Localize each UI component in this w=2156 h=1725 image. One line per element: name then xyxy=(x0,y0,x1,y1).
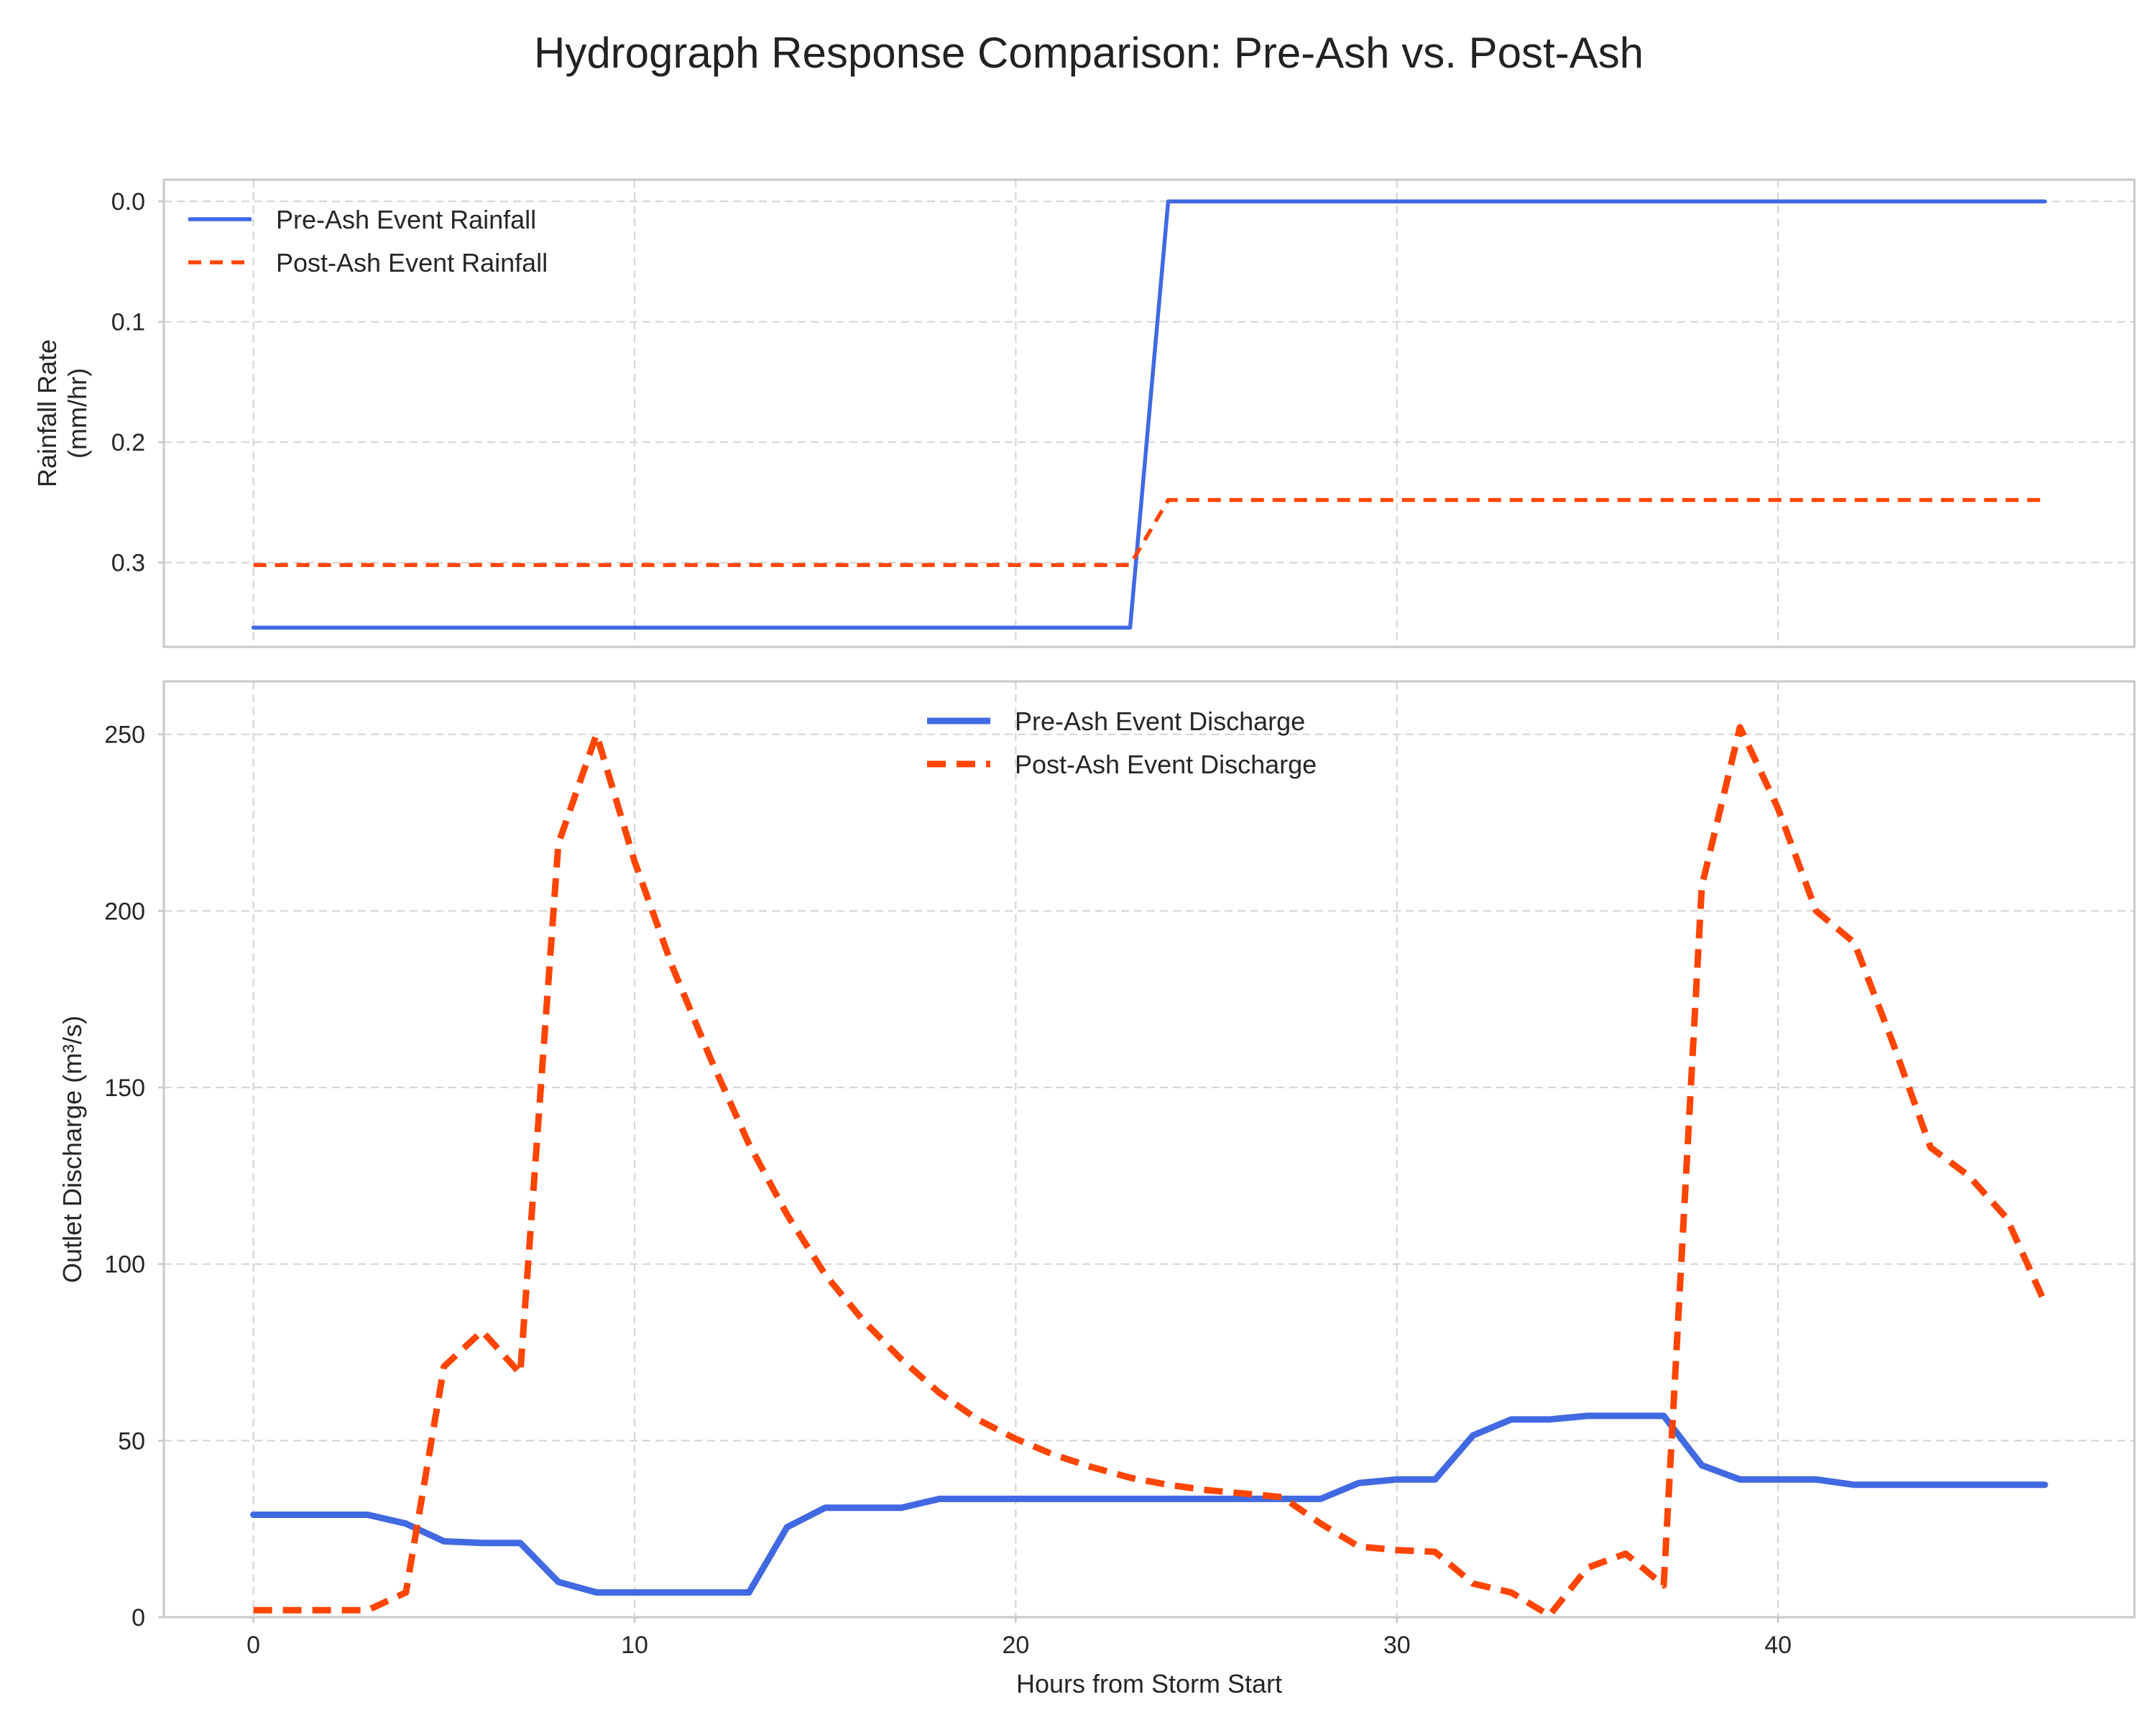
discharge-legend: Pre-Ash Event Discharge Post-Ash Event Di… xyxy=(927,707,1317,779)
bot-series-line-0 xyxy=(250,1412,2048,1596)
bot-x-tick-label-0: 0 xyxy=(247,1632,260,1659)
top-y-tick-label-2: 0.2 xyxy=(111,429,145,456)
rainfall-y-axis-label-line2: (mm/hr) xyxy=(63,368,92,459)
bot-legend-label-0: Pre-Ash Event Discharge xyxy=(1015,707,1305,736)
rainfall-grid xyxy=(164,180,2134,647)
bot-legend-label-1: Post-Ash Event Discharge xyxy=(1015,750,1317,779)
top-y-tick-label-1: 0.1 xyxy=(111,309,145,336)
discharge-series xyxy=(250,724,2048,1619)
rainfall-series xyxy=(251,199,2047,630)
discharge-x-ticks: 0 10 20 30 40 xyxy=(247,1617,1792,1659)
x-axis-label: Hours from Storm Start xyxy=(1016,1669,1282,1698)
bot-y-tick-label-0: 0 xyxy=(132,1604,145,1632)
discharge-grid xyxy=(164,681,2134,1619)
bot-y-tick-label-2: 100 xyxy=(104,1251,145,1279)
bot-y-tick-label-1: 50 xyxy=(118,1427,145,1455)
top-legend-label-1: Post-Ash Event Rainfall xyxy=(276,248,548,277)
rainfall-y-axis-label-line1: Rainfall Rate xyxy=(32,339,62,487)
bot-x-tick-label-4: 40 xyxy=(1764,1632,1792,1659)
bot-x-tick-label-2: 20 xyxy=(1002,1632,1029,1659)
top-series-line-0 xyxy=(251,199,2047,630)
rainfall-axes-frame xyxy=(162,178,2136,648)
figure-title: Hydrograph Response Comparison: Pre-Ash … xyxy=(534,29,1644,77)
discharge-axes-frame xyxy=(162,680,2136,1619)
discharge-y-ticks: 0 50 100 150 200 250 xyxy=(104,722,164,1632)
top-legend-label-0: Pre-Ash Event Rainfall xyxy=(276,205,536,234)
bot-series-line-1 xyxy=(253,724,2048,1619)
bot-y-tick-label-3: 150 xyxy=(104,1075,145,1102)
rainfall-legend: Pre-Ash Event Rainfall Post-Ash Event Rai… xyxy=(188,205,548,277)
bot-x-tick-label-3: 30 xyxy=(1383,1632,1411,1659)
rainfall-y-ticks: 0.0 0.1 0.2 0.3 xyxy=(111,188,164,577)
bot-y-tick-label-4: 200 xyxy=(104,898,145,925)
top-y-tick-label-0: 0.0 xyxy=(111,188,145,216)
top-y-tick-label-3: 0.3 xyxy=(111,550,145,577)
bot-x-tick-label-1: 10 xyxy=(621,1632,648,1659)
discharge-panel: 0 50 100 150 200 250 0 10 20 30 40 Outlet Dischar… xyxy=(57,680,2136,1698)
rainfall-panel: 0.0 0.1 0.2 0.3 Rainfall Rate (mm/hr) Pre-A… xyxy=(32,178,2136,648)
discharge-y-axis-label: Outlet Discharge (m³/s) xyxy=(57,1016,87,1283)
bot-y-tick-label-5: 250 xyxy=(104,722,145,749)
top-series-line-1 xyxy=(253,497,2045,567)
